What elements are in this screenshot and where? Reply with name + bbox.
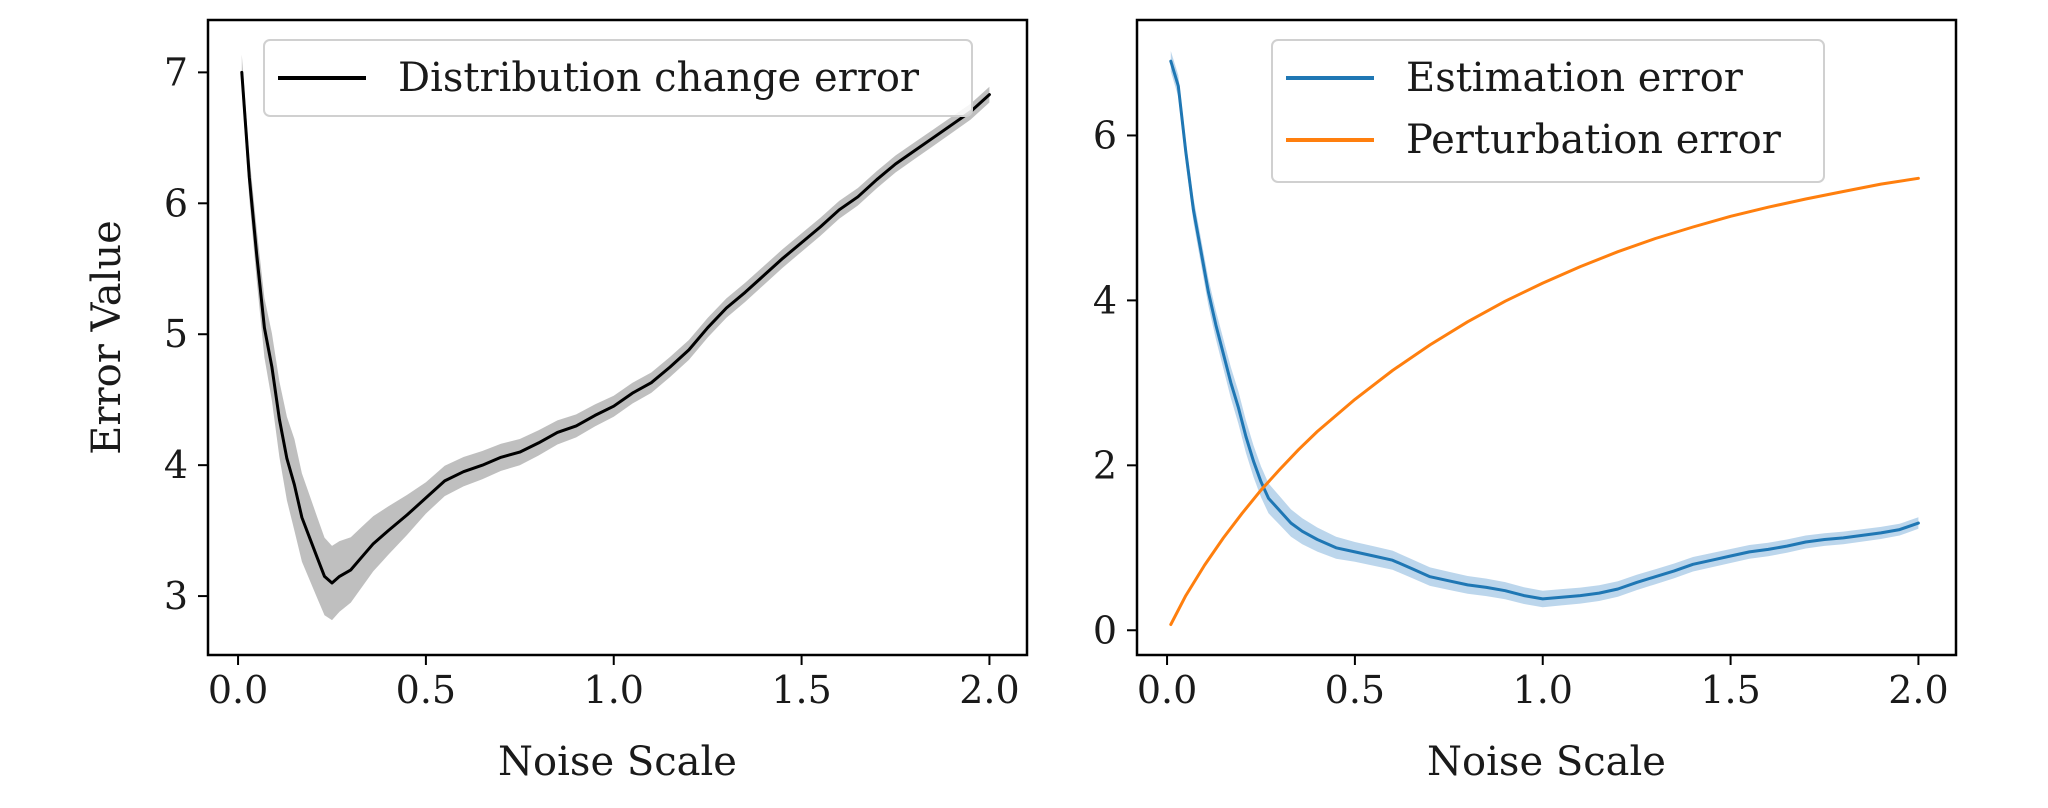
axes-frame xyxy=(206,18,1029,657)
series-line-0-0 xyxy=(240,70,991,585)
legend-box xyxy=(263,39,973,117)
series-line-1-0 xyxy=(1169,59,1920,601)
x-tick-label: 1.5 xyxy=(771,668,831,712)
y-tick-label: 2 xyxy=(1093,443,1117,487)
x-tick-label: 1.0 xyxy=(584,668,644,712)
y-tick-label: 6 xyxy=(1093,113,1117,157)
right-chart-panel: 0.0 0.5 1.0 1.5 2.0 0 2 4 6 Noise Scale Estimation… xyxy=(1093,18,1958,785)
legend-label: Estimation error xyxy=(1406,55,1744,101)
y-tick-label: 5 xyxy=(164,312,188,356)
left-chart-panel: 0.0 0.5 1.0 1.5 2.0 3 4 5 6 7 Noise Scale Error Val… xyxy=(84,18,1029,785)
x-tick-label: 2.0 xyxy=(959,668,1019,712)
x-tick-label: 1.0 xyxy=(1513,668,1573,712)
legend: Estimation error Perturbation error xyxy=(1271,39,1825,183)
x-tick-label: 0.5 xyxy=(1325,668,1385,712)
y-tick-label: 4 xyxy=(164,443,188,487)
x-tick-label: 1.5 xyxy=(1700,668,1760,712)
x-tick-label: 0.5 xyxy=(396,668,456,712)
y-axis-label: Error Value xyxy=(84,220,130,455)
x-tick-label: 2.0 xyxy=(1888,668,1948,712)
y-tick-label: 7 xyxy=(164,50,188,94)
legend: Distribution change error xyxy=(263,39,973,117)
x-tick-label: 0.0 xyxy=(208,668,268,712)
x-axis-label: Noise Scale xyxy=(498,739,737,785)
x-tick-label: 0.0 xyxy=(1137,668,1197,712)
y-tick-label: 3 xyxy=(164,574,188,618)
legend-box xyxy=(1271,39,1825,183)
y-tick-label: 0 xyxy=(1093,608,1117,652)
legend-label: Perturbation error xyxy=(1406,117,1782,163)
x-axis-label: Noise Scale xyxy=(1427,739,1666,785)
confidence-band-0-0 xyxy=(241,54,990,621)
y-tick-label: 4 xyxy=(1093,278,1117,322)
axes-frame xyxy=(1135,18,1958,657)
legend-label: Distribution change error xyxy=(398,55,920,101)
y-tick-label: 6 xyxy=(164,181,188,225)
series-line-1-1 xyxy=(1169,176,1920,626)
